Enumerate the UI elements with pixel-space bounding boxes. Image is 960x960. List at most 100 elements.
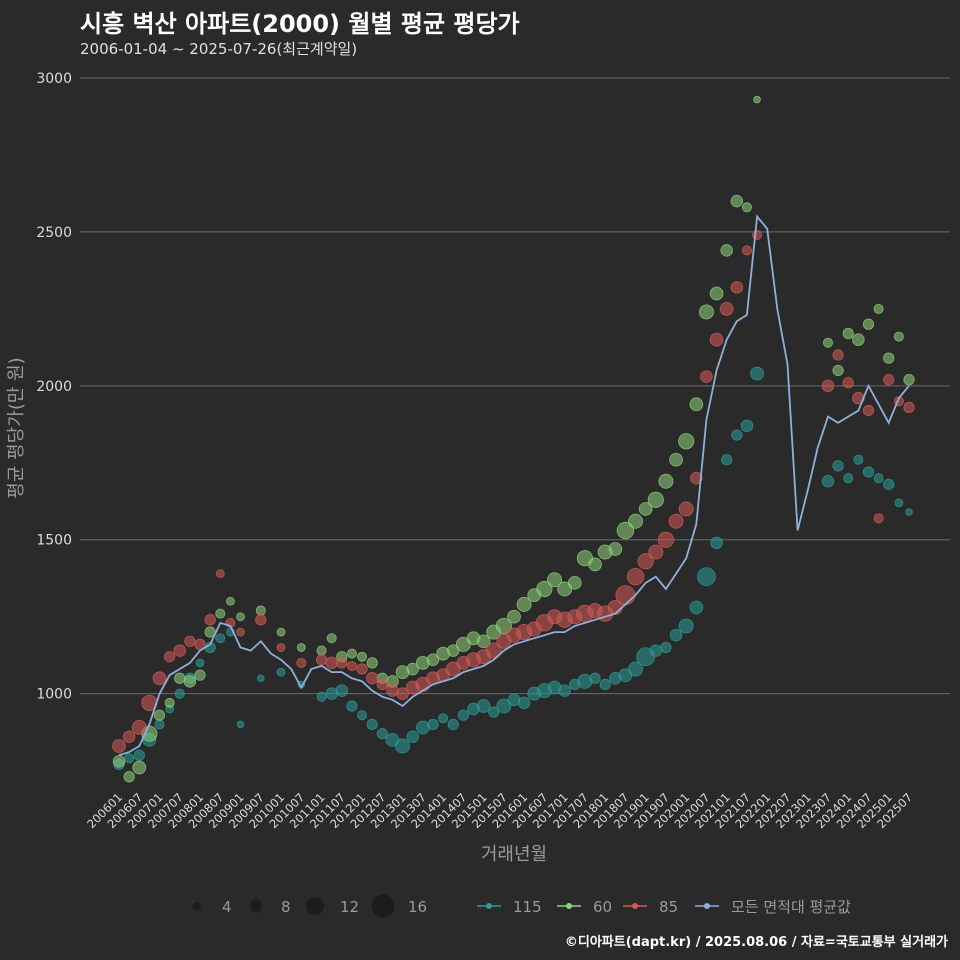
point-60 — [698, 304, 714, 320]
point-85 — [184, 635, 196, 647]
point-85 — [122, 730, 136, 743]
point-60 — [326, 633, 337, 644]
legend: 4 8 12 16 115 60 85 모든 면적대 평균값 — [193, 894, 851, 918]
point-60 — [741, 202, 752, 213]
point-115 — [628, 661, 644, 677]
x-tick-labels: 2006012006072007012007072008012008072009… — [84, 790, 915, 831]
point-115 — [599, 678, 611, 691]
point-115 — [873, 473, 884, 484]
point-115 — [731, 429, 743, 441]
point-115 — [195, 658, 205, 668]
point-60 — [112, 755, 126, 768]
point-115 — [894, 498, 904, 508]
point-115 — [905, 508, 913, 516]
point-60 — [516, 596, 532, 612]
point-115 — [862, 466, 875, 478]
point-85 — [700, 370, 713, 383]
point-60 — [903, 374, 915, 386]
point-115 — [721, 454, 733, 466]
point-115 — [457, 709, 469, 721]
point-85 — [648, 544, 664, 560]
point-115 — [697, 567, 716, 587]
data-points — [112, 95, 915, 783]
point-60 — [730, 194, 744, 208]
point-60 — [647, 491, 664, 508]
point-85 — [396, 687, 409, 700]
point-115 — [174, 688, 185, 699]
point-60 — [658, 473, 674, 489]
point-85 — [215, 569, 225, 578]
point-60 — [406, 662, 419, 676]
point-60 — [678, 433, 695, 450]
point-115 — [335, 684, 349, 697]
point-115 — [740, 419, 754, 433]
point-60 — [669, 452, 683, 467]
legend-size-label: 8 — [281, 898, 291, 916]
point-60 — [255, 605, 266, 616]
point-115 — [406, 730, 419, 743]
point-60 — [132, 760, 147, 775]
point-85 — [690, 471, 703, 485]
legend-size-label: 12 — [340, 898, 359, 916]
point-115 — [133, 749, 145, 761]
point-60 — [557, 581, 573, 597]
point-115 — [366, 718, 378, 731]
point-60 — [842, 327, 854, 340]
point-115 — [517, 696, 531, 710]
point-85 — [315, 654, 328, 666]
legend-key-dot — [704, 903, 710, 909]
chart-subtitle: 2006-01-04 ~ 2025-07-26(최근계약일) — [80, 40, 358, 58]
point-85 — [615, 585, 636, 606]
point-115 — [496, 698, 512, 714]
point-85 — [626, 567, 645, 586]
point-85 — [903, 401, 915, 413]
source-caption: ©디아파트(dapt.kr) / 2025.08.06 / 자료=국토교통부 실… — [564, 935, 948, 950]
point-85 — [678, 501, 694, 517]
point-60 — [588, 557, 602, 572]
point-85 — [752, 229, 763, 240]
legend-size-label: 4 — [222, 898, 232, 916]
point-85 — [131, 720, 147, 735]
point-85 — [637, 553, 654, 570]
legend-size-label: 16 — [408, 898, 427, 916]
point-115 — [395, 738, 411, 754]
x-axis-label: 거래년월 — [481, 844, 547, 865]
point-60 — [753, 95, 761, 104]
point-85 — [325, 656, 338, 670]
point-60 — [123, 771, 135, 783]
point-60 — [883, 352, 895, 364]
point-60 — [507, 609, 521, 624]
point-60 — [153, 709, 166, 721]
y-tick-label: 1500 — [36, 533, 72, 549]
chart-title: 시흥 벽산 아파트(2000) 월별 평균 평당가 — [80, 10, 520, 38]
point-115 — [843, 473, 854, 484]
point-60 — [720, 244, 733, 257]
point-115 — [124, 753, 135, 764]
point-85 — [719, 302, 734, 316]
legend-key-dot — [486, 903, 492, 909]
point-60 — [346, 648, 357, 659]
point-60 — [689, 397, 704, 412]
point-60 — [426, 653, 440, 667]
point-85 — [346, 660, 357, 671]
point-60 — [455, 636, 471, 652]
point-85 — [862, 404, 875, 417]
point-115 — [649, 644, 663, 657]
y-tick-labels: 1000 1500 2000 2500 3000 — [36, 71, 72, 703]
point-60 — [183, 675, 197, 688]
point-115 — [236, 720, 245, 729]
point-85 — [255, 614, 267, 626]
y-axis-label: 평균 평당가(만 원) — [6, 357, 27, 498]
point-85 — [164, 651, 176, 663]
point-60 — [862, 318, 875, 330]
point-115 — [678, 618, 694, 634]
point-85 — [657, 531, 675, 548]
point-60 — [638, 502, 653, 516]
point-115 — [447, 718, 459, 731]
legend-series-label: 115 — [513, 898, 542, 916]
average-line-path — [118, 214, 910, 757]
legend-series-label: 60 — [593, 898, 612, 916]
grid-lines — [80, 77, 950, 695]
point-115 — [276, 667, 286, 677]
